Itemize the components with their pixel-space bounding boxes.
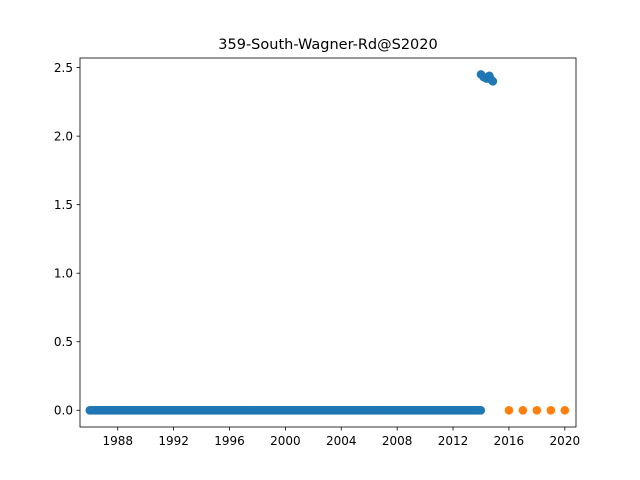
series-1: [85, 70, 498, 415]
y-tick-label: 0.0: [54, 404, 73, 418]
y-tick-label: 0.5: [54, 335, 73, 349]
chart-title: 359-South-Wagner-Rd@S2020: [218, 37, 437, 53]
y-tick-label: 1.5: [54, 198, 73, 212]
y-tick-label: 2.0: [54, 129, 73, 143]
x-tick-label: 2004: [326, 434, 357, 448]
data-point: [488, 77, 498, 86]
data-point: [560, 405, 570, 415]
x-tick-label: 2012: [438, 434, 469, 448]
y-tick-label: 1.0: [54, 267, 73, 281]
x-tick-label: 1992: [158, 434, 189, 448]
y-tick-label: 2.5: [54, 61, 73, 75]
data-point: [518, 405, 528, 415]
x-tick-label: 2016: [494, 434, 525, 448]
x-tick-label: 1996: [214, 434, 245, 448]
x-tick-label: 2008: [382, 434, 413, 448]
x-tick-label: 1988: [102, 434, 133, 448]
data-point: [546, 405, 556, 415]
x-tick-label: 2000: [270, 434, 301, 448]
data-points: [85, 70, 570, 415]
plot-frame: [79, 57, 577, 428]
data-point: [504, 405, 514, 415]
x-tick-label: 2020: [550, 434, 581, 448]
data-point: [476, 405, 486, 415]
axes: 1988 1992 1996 2000 2004 2008 2012 2016 2020 0.0 0…: [54, 57, 581, 448]
data-point: [532, 405, 542, 415]
series-2: [504, 405, 570, 415]
